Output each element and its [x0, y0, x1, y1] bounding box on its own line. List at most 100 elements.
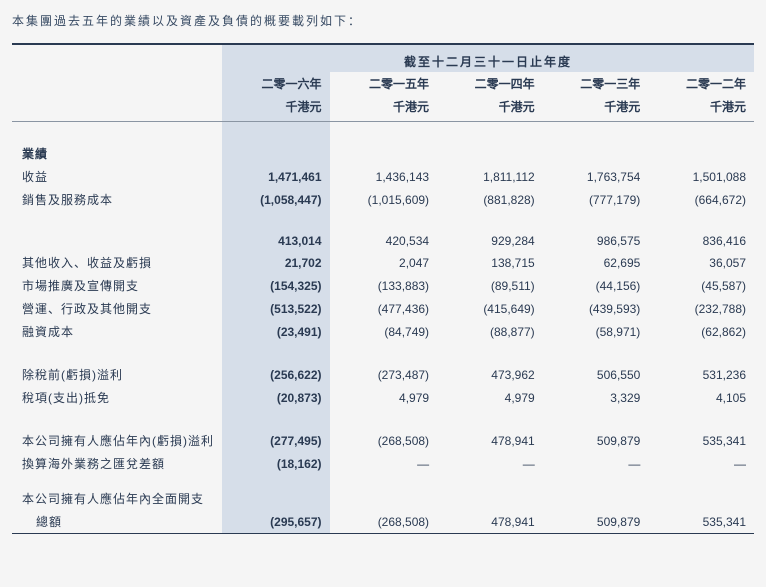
- table-row: 本公司擁有人應佔年內(虧損)溢利 (277,495) (268,508) 478…: [12, 429, 754, 452]
- cell: —: [437, 452, 543, 475]
- col-unit-1: 千港元: [330, 95, 438, 122]
- cell: (439,593): [543, 297, 649, 320]
- table-row: 其他收入、收益及虧損 21,702 2,047 138,715 62,695 3…: [12, 251, 754, 274]
- cell: (1,058,447): [222, 188, 330, 211]
- section-title: 業績: [12, 142, 222, 165]
- cell: 62,695: [543, 251, 649, 274]
- table-row: 除稅前(虧損)溢利 (256,622) (273,487) 473,962 50…: [12, 363, 754, 386]
- cell: (62,862): [648, 320, 754, 343]
- cell: (88,877): [437, 320, 543, 343]
- cell: 4,979: [330, 386, 438, 409]
- table-row: 本公司擁有人應佔年內全面開支: [12, 487, 754, 510]
- col-unit-3: 千港元: [543, 95, 649, 122]
- col-unit-2: 千港元: [437, 95, 543, 122]
- cell: (84,749): [330, 320, 438, 343]
- cell: 535,341: [648, 429, 754, 452]
- cell: 4,105: [648, 386, 754, 409]
- cell: (1,015,609): [330, 188, 438, 211]
- cell: 4,979: [437, 386, 543, 409]
- cell: (20,873): [222, 386, 330, 409]
- cell: (881,828): [437, 188, 543, 211]
- col-year-0: 二零一六年: [222, 72, 330, 95]
- cell: 929,284: [437, 231, 543, 251]
- financial-summary-table: 截至十二月三十一日止年度 二零一六年 二零一五年 二零一四年 二零一三年 二零一…: [12, 45, 754, 533]
- row-label: 市場推廣及宣傳開支: [12, 274, 222, 297]
- row-label: 營運、行政及其他開支: [12, 297, 222, 320]
- cell: (133,883): [330, 274, 438, 297]
- cell: 478,941: [437, 429, 543, 452]
- cell: (777,179): [543, 188, 649, 211]
- cell: (18,162): [222, 452, 330, 475]
- row-label: 換算海外業務之匯兌差額: [12, 452, 222, 475]
- table-row: 總額 (295,657) (268,508) 478,941 509,879 5…: [12, 510, 754, 533]
- row-label: 本公司擁有人應佔年內全面開支: [12, 487, 222, 510]
- cell: (23,491): [222, 320, 330, 343]
- cell: (477,436): [330, 297, 438, 320]
- cell: 420,534: [330, 231, 438, 251]
- intro-text: 本集團過去五年的業績以及資產及負債的概要載列如下：: [12, 12, 754, 29]
- cell: —: [330, 452, 438, 475]
- cell: 836,416: [648, 231, 754, 251]
- cell: 986,575: [543, 231, 649, 251]
- cell: (154,325): [222, 274, 330, 297]
- cell: 138,715: [437, 251, 543, 274]
- col-year-4: 二零一二年: [648, 72, 754, 95]
- col-year-2: 二零一四年: [437, 72, 543, 95]
- cell: (44,156): [543, 274, 649, 297]
- group-header: 截至十二月三十一日止年度: [222, 45, 754, 72]
- financial-summary-table-wrapper: 截至十二月三十一日止年度 二零一六年 二零一五年 二零一四年 二零一三年 二零一…: [12, 43, 754, 534]
- cell: 1,501,088: [648, 165, 754, 188]
- cell: (268,508): [330, 510, 438, 533]
- row-label: 其他收入、收益及虧損: [12, 251, 222, 274]
- col-year-1: 二零一五年: [330, 72, 438, 95]
- cell: 3,329: [543, 386, 649, 409]
- cell: (268,508): [330, 429, 438, 452]
- cell: 478,941: [437, 510, 543, 533]
- row-label: 本公司擁有人應佔年內(虧損)溢利: [12, 429, 222, 452]
- cell: (295,657): [222, 510, 330, 533]
- cell: 531,236: [648, 363, 754, 386]
- row-label: 收益: [12, 165, 222, 188]
- table-row: 融資成本 (23,491) (84,749) (88,877) (58,971)…: [12, 320, 754, 343]
- row-label: [12, 231, 222, 251]
- cell: 36,057: [648, 251, 754, 274]
- cell: (513,522): [222, 297, 330, 320]
- cell: 2,047: [330, 251, 438, 274]
- cell: (273,487): [330, 363, 438, 386]
- cell: 1,811,112: [437, 165, 543, 188]
- cell: 509,879: [543, 429, 649, 452]
- table-row: 銷售及服務成本 (1,058,447) (1,015,609) (881,828…: [12, 188, 754, 211]
- col-year-3: 二零一三年: [543, 72, 649, 95]
- col-unit-0: 千港元: [222, 95, 330, 122]
- row-label: 銷售及服務成本: [12, 188, 222, 211]
- cell: 1,436,143: [330, 165, 438, 188]
- row-label: 稅項(支出)抵免: [12, 386, 222, 409]
- cell: (58,971): [543, 320, 649, 343]
- cell: (664,672): [648, 188, 754, 211]
- cell: (256,622): [222, 363, 330, 386]
- cell: 1,471,461: [222, 165, 330, 188]
- table-row: 收益 1,471,461 1,436,143 1,811,112 1,763,7…: [12, 165, 754, 188]
- table-row: 市場推廣及宣傳開支 (154,325) (133,883) (89,511) (…: [12, 274, 754, 297]
- table-row: 營運、行政及其他開支 (513,522) (477,436) (415,649)…: [12, 297, 754, 320]
- cell: (415,649): [437, 297, 543, 320]
- cell: 506,550: [543, 363, 649, 386]
- cell: (45,587): [648, 274, 754, 297]
- cell: 473,962: [437, 363, 543, 386]
- cell: 1,763,754: [543, 165, 649, 188]
- cell: —: [543, 452, 649, 475]
- cell: 21,702: [222, 251, 330, 274]
- cell: (89,511): [437, 274, 543, 297]
- table-row: 413,014 420,534 929,284 986,575 836,416: [12, 231, 754, 251]
- col-unit-4: 千港元: [648, 95, 754, 122]
- cell: —: [648, 452, 754, 475]
- row-label: 融資成本: [12, 320, 222, 343]
- cell: 413,014: [222, 231, 330, 251]
- row-label: 除稅前(虧損)溢利: [12, 363, 222, 386]
- cell: 509,879: [543, 510, 649, 533]
- table-row: 換算海外業務之匯兌差額 (18,162) — — — —: [12, 452, 754, 475]
- table-row: 稅項(支出)抵免 (20,873) 4,979 4,979 3,329 4,10…: [12, 386, 754, 409]
- row-label: 總額: [12, 510, 222, 533]
- cell: 535,341: [648, 510, 754, 533]
- cell: (277,495): [222, 429, 330, 452]
